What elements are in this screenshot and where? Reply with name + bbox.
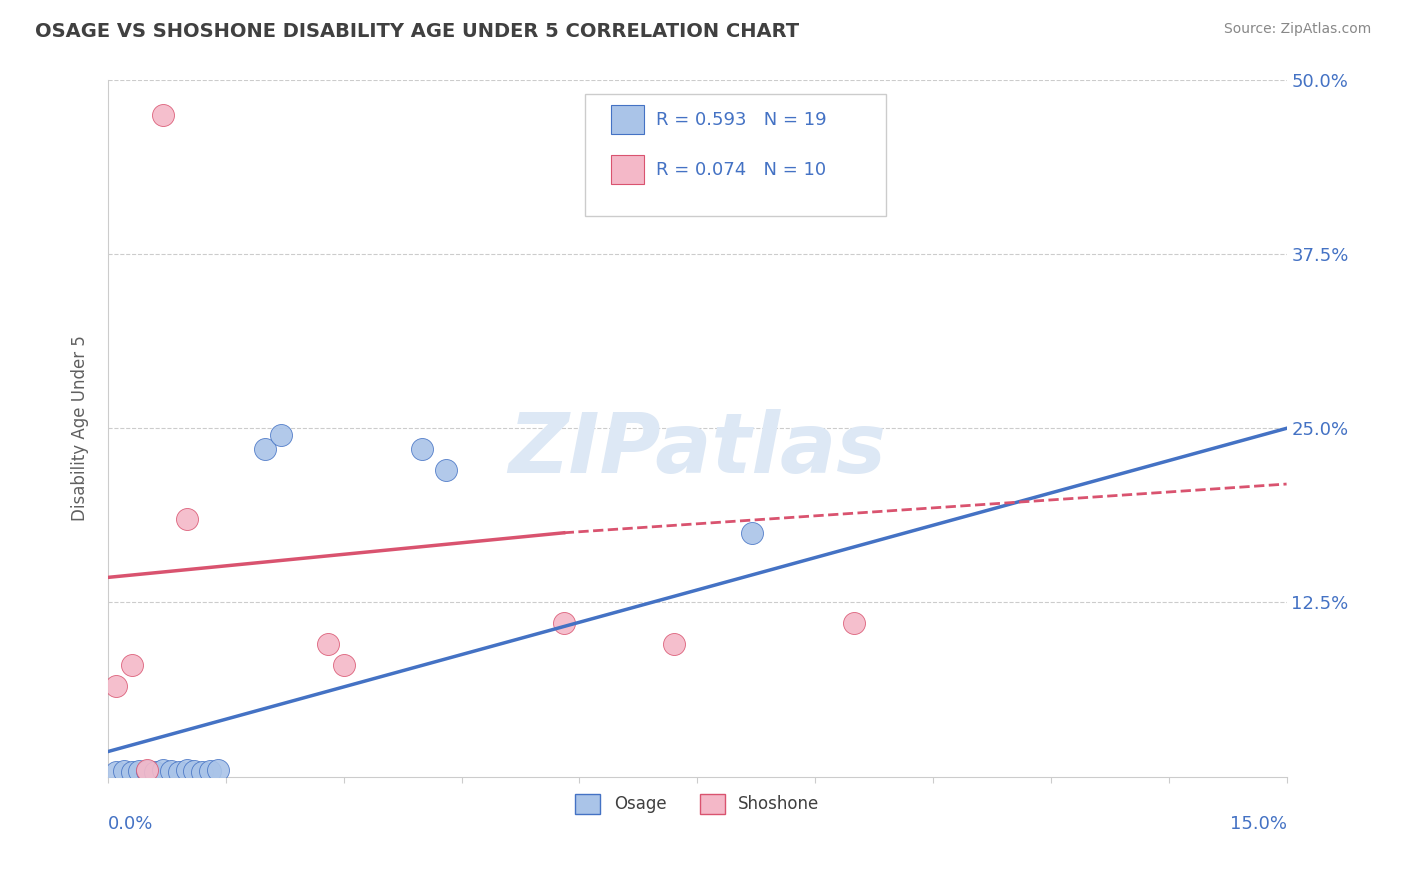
Point: [183, 764, 205, 778]
Point: [136, 763, 159, 777]
Point: [662, 637, 685, 651]
Point: [152, 108, 174, 122]
Point: [128, 764, 150, 778]
FancyBboxPatch shape: [585, 94, 886, 216]
Point: [104, 765, 127, 780]
Text: R = 0.074   N = 10: R = 0.074 N = 10: [657, 161, 827, 179]
Point: [121, 658, 143, 673]
Text: ZIPatlas: ZIPatlas: [509, 409, 886, 490]
Point: [167, 765, 190, 780]
Point: [270, 428, 292, 442]
Point: [411, 442, 433, 457]
Y-axis label: Disability Age Under 5: Disability Age Under 5: [72, 335, 89, 521]
Text: Source: ZipAtlas.com: Source: ZipAtlas.com: [1223, 22, 1371, 37]
Point: [316, 637, 339, 651]
Point: [121, 765, 143, 780]
Point: [152, 763, 174, 777]
Point: [254, 442, 277, 457]
Point: [160, 764, 183, 778]
Point: [207, 763, 229, 777]
Legend: Osage, Shoshone: Osage, Shoshone: [568, 787, 825, 821]
Point: [136, 764, 159, 778]
Point: [176, 512, 198, 526]
Text: 15.0%: 15.0%: [1230, 815, 1286, 833]
Point: [553, 616, 575, 631]
Point: [112, 764, 135, 778]
Point: [844, 616, 866, 631]
Text: OSAGE VS SHOSHONE DISABILITY AGE UNDER 5 CORRELATION CHART: OSAGE VS SHOSHONE DISABILITY AGE UNDER 5…: [35, 22, 799, 41]
Point: [741, 525, 763, 540]
Text: 0.0%: 0.0%: [108, 815, 153, 833]
Point: [176, 763, 198, 777]
Point: [434, 463, 457, 477]
Text: R = 0.593   N = 19: R = 0.593 N = 19: [657, 111, 827, 128]
Point: [198, 764, 221, 778]
Point: [104, 679, 127, 693]
Bar: [612, 155, 644, 185]
Bar: [612, 105, 644, 135]
Point: [191, 765, 214, 780]
Point: [332, 658, 354, 673]
Point: [143, 765, 166, 780]
